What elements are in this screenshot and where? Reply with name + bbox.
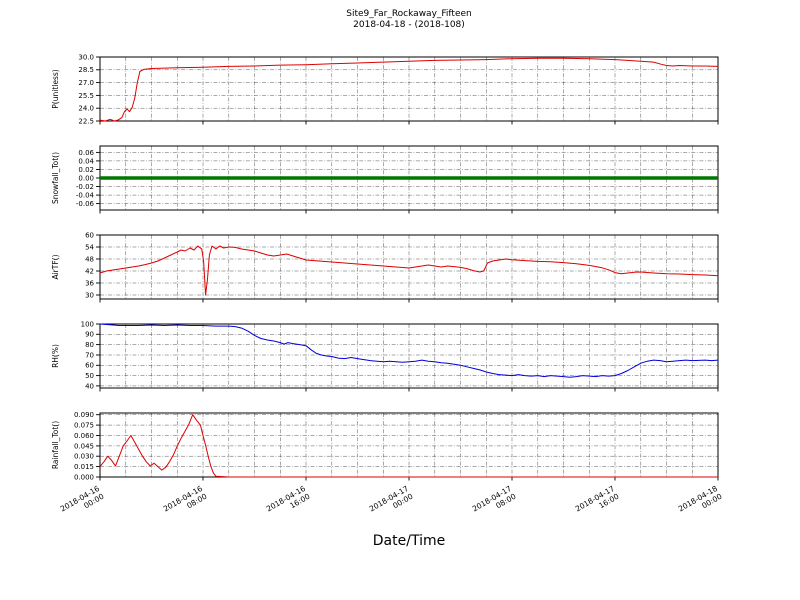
panel-1: 30.0 28.5 27.0 25.5 24.0 22.5 P(unitless) — [51, 53, 719, 125]
series-line-3 — [99, 245, 719, 296]
panel-frame — [99, 56, 719, 122]
chart-subtitle: 2018-04-18 - (2018-108) — [353, 20, 465, 30]
y-tick-label: 0.02 — [78, 166, 94, 174]
y-tick-label: 48 — [85, 255, 94, 263]
y-tick-label: 0.000 — [74, 473, 94, 481]
y-tick-label: -0.02 — [76, 183, 94, 191]
panel-2: 0.060.040.020.00-0.02-0.04-0.06 Snowfall_… — [51, 145, 719, 214]
x-axis-title: Date/Time — [372, 533, 446, 549]
panel-5: 0.090 0.075 0.060 0.045 0.030 0.015 0.000 Rainf… — [51, 411, 719, 481]
y-tick-label: 24.0 — [78, 105, 94, 113]
y-tick-label: 50 — [85, 372, 94, 380]
y-axis-label: P(unitless) — [51, 69, 60, 108]
panel-frame — [99, 234, 719, 300]
panel-frame — [99, 323, 719, 389]
x-tick-label: 2018-04-1700:00 — [368, 484, 415, 521]
y-tick-label: 28.5 — [78, 66, 94, 74]
x-tick-label: 2018-04-1708:00 — [471, 484, 518, 521]
y-tick-label: 60 — [85, 231, 94, 239]
y-tick-label: 36 — [85, 279, 94, 287]
x-tick-label: 2018-04-1616:00 — [265, 484, 312, 521]
chart-title: Site9_Far_Rockaway_Fifteen — [346, 9, 472, 19]
y-tick-label: 80 — [85, 341, 94, 349]
y-tick-label: -0.06 — [76, 200, 95, 208]
series-line-1 — [99, 57, 719, 122]
x-tick-label: 2018-04-1608:00 — [162, 484, 209, 521]
y-tick-label: 40 — [85, 382, 94, 390]
x-tick-label: 2018-04-1600:00 — [59, 484, 106, 521]
y-tick-label: 22.5 — [78, 117, 94, 125]
y-axis-label: Rainfall_Tot() — [51, 421, 60, 469]
y-tick-label: 30.0 — [78, 53, 94, 61]
y-axis-label: RH(%) — [51, 344, 60, 368]
y-tick-label: 0.00 — [78, 174, 94, 182]
y-tick-label: 90 — [85, 331, 94, 339]
y-tick-label: 0.06 — [78, 149, 94, 157]
panel-4: 100 90 80 70 60 50 40 RH(%) — [51, 320, 719, 392]
series-line-4 — [99, 323, 719, 378]
series-line-5 — [99, 414, 718, 478]
y-tick-label: 0.075 — [74, 422, 94, 430]
y-axis-label: Snowfall_Tot() — [51, 152, 60, 204]
y-tick-label: 70 — [85, 351, 94, 359]
y-tick-label: 0.030 — [74, 453, 94, 461]
y-tick-label: -0.04 — [76, 192, 95, 200]
y-tick-label: 0.090 — [74, 411, 94, 419]
y-tick-label: 27.0 — [78, 79, 94, 87]
x-tick-label: 2018-04-1716:00 — [574, 484, 621, 521]
y-axis-label: AirTF() — [51, 254, 60, 279]
y-tick-label: 0.015 — [74, 463, 94, 471]
y-tick-label: 100 — [81, 320, 94, 328]
y-tick-label: 0.045 — [74, 442, 94, 450]
panel-3: 60 54 48 42 36 30 AirTF() — [51, 231, 719, 303]
y-tick-label: 25.5 — [78, 92, 94, 100]
y-tick-label: 54 — [85, 243, 94, 251]
y-tick-label: 30 — [85, 291, 94, 299]
x-tick-label: 2018-04-1800:00 — [677, 484, 724, 521]
y-tick-label: 0.060 — [74, 432, 94, 440]
y-tick-label: 60 — [85, 362, 94, 370]
y-tick-label: 42 — [85, 267, 94, 275]
y-tick-label: 0.04 — [78, 157, 94, 165]
